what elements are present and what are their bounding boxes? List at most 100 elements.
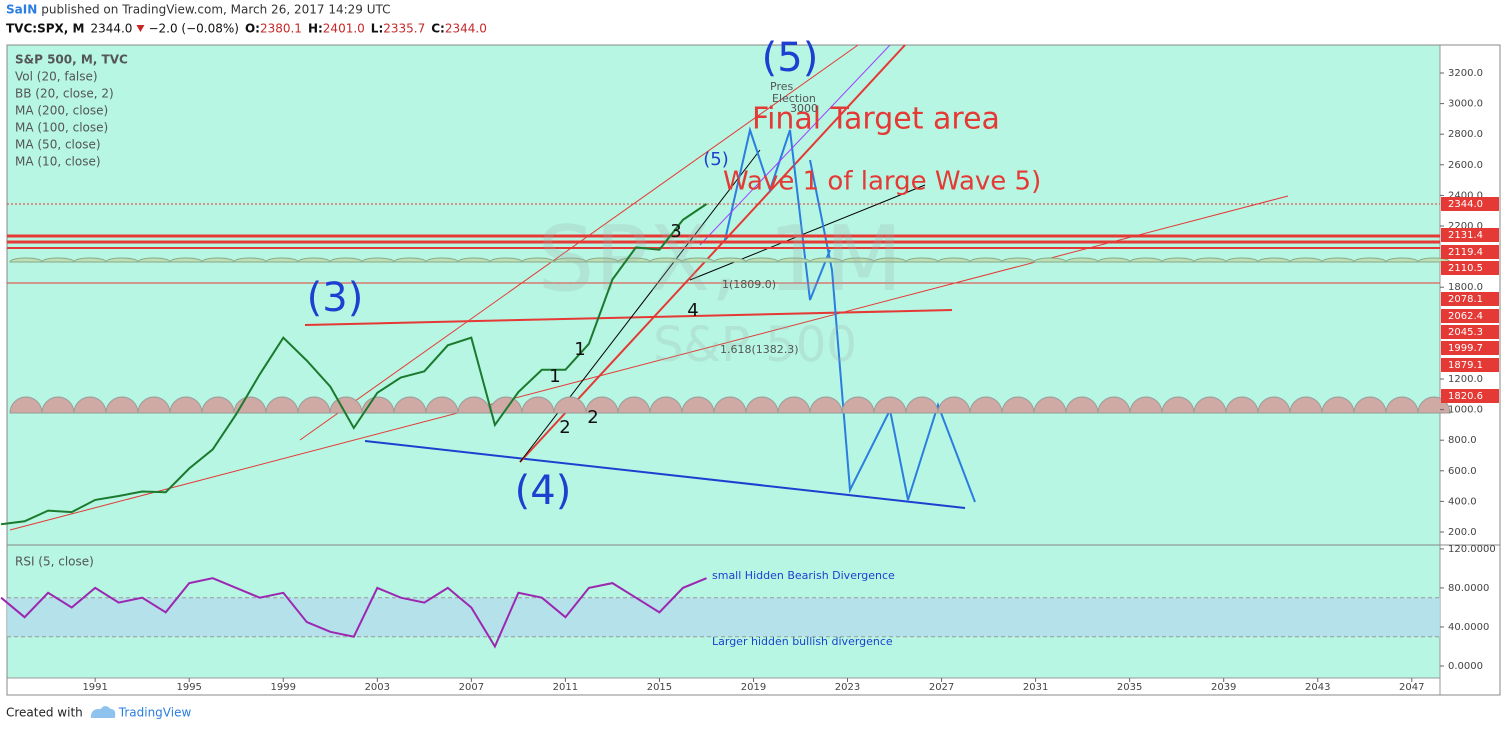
band-decor xyxy=(841,257,875,263)
x-tick-label: 2031 xyxy=(1023,682,1048,693)
band-decor xyxy=(201,257,235,263)
band-decor xyxy=(873,396,907,414)
annotation: 1 xyxy=(574,339,585,360)
annotation: 4 xyxy=(687,300,698,321)
header-text: C: xyxy=(431,22,445,36)
y-tick-label: 2600.0 xyxy=(1448,160,1483,171)
band-decor xyxy=(937,257,971,263)
price-label-box xyxy=(1441,309,1499,323)
band-decor xyxy=(809,257,843,263)
band-decor xyxy=(649,257,683,263)
header-text: −2.0 (−0.08%) xyxy=(148,22,239,36)
band-decor xyxy=(1065,257,1099,263)
indicator-label: MA (10, close) xyxy=(15,155,101,169)
band-decor xyxy=(489,396,523,414)
annotation: 1.618(1382.3) xyxy=(720,343,799,356)
band-decor xyxy=(905,396,939,414)
band-decor xyxy=(425,396,459,414)
price-label-box xyxy=(1441,341,1499,355)
indicator-label: MA (50, close) xyxy=(15,138,101,152)
band-decor xyxy=(1225,257,1259,263)
price-label-box xyxy=(1441,245,1499,259)
y-tick-label: 400.0 xyxy=(1448,496,1477,507)
rsi-band xyxy=(7,597,1440,637)
x-tick-label: 1995 xyxy=(176,682,201,693)
band-decor xyxy=(553,257,587,263)
band-decor xyxy=(1353,257,1387,263)
band-decor xyxy=(137,257,171,263)
price-label-box xyxy=(1441,389,1499,403)
x-tick-label: 2023 xyxy=(835,682,860,693)
band-decor xyxy=(777,257,811,263)
band-decor xyxy=(937,396,971,414)
band-decor xyxy=(393,257,427,263)
annotation: (3) xyxy=(307,275,364,321)
band-decor xyxy=(1001,257,1035,263)
y-tick-label: 2800.0 xyxy=(1448,129,1483,140)
y-tick-label: 80.0000 xyxy=(1448,583,1489,594)
band-decor xyxy=(361,396,395,414)
y-tick-label: 120.0000 xyxy=(1448,544,1496,555)
price-label-box xyxy=(1441,228,1499,242)
band-decor xyxy=(105,257,139,263)
annotation: small Hidden Bearish Divergence xyxy=(712,569,895,582)
trend-line xyxy=(689,184,926,281)
band-decor xyxy=(73,396,107,414)
band-decor xyxy=(361,257,395,263)
projection xyxy=(724,126,831,301)
band-decor xyxy=(1225,396,1259,414)
series-line xyxy=(0,577,707,649)
logo xyxy=(90,706,116,718)
band-decor xyxy=(681,257,715,263)
trend-line xyxy=(364,440,966,509)
annotation: Final Target area xyxy=(752,102,1000,137)
header-text: H: xyxy=(308,22,323,36)
indicator-label: MA (100, close) xyxy=(15,121,108,135)
annotation: 3000 xyxy=(790,102,818,115)
y-tick-label: 200.0 xyxy=(1448,527,1477,538)
band-decor xyxy=(9,396,43,414)
band-decor xyxy=(1129,257,1163,263)
band-decor xyxy=(1193,257,1227,263)
band-decor xyxy=(201,396,235,414)
price-label: 2062.4 xyxy=(1448,311,1483,322)
price-label-box xyxy=(1441,325,1499,339)
y-tick-label: 1000.0 xyxy=(1448,405,1483,416)
price-label: 1999.7 xyxy=(1448,343,1483,354)
last-price-box xyxy=(1441,197,1499,211)
footer-brand: TradingView xyxy=(118,706,192,720)
band-decor xyxy=(489,257,523,263)
annotation: 2 xyxy=(559,417,570,438)
band-decor xyxy=(393,396,427,414)
annotation: (5) xyxy=(762,35,819,81)
band-decor xyxy=(41,257,75,263)
header-text: 2401.0 xyxy=(323,22,365,36)
band-decor xyxy=(1065,396,1099,414)
annotation: Larger hidden bullish divergence xyxy=(712,635,893,648)
drawings xyxy=(7,44,1440,531)
band-decor xyxy=(233,257,267,263)
down-arrow xyxy=(136,25,145,32)
price-label: 1879.1 xyxy=(1448,360,1483,371)
y-tick-label: 600.0 xyxy=(1448,466,1477,477)
annotation: 1 xyxy=(549,366,560,387)
y-tick-label: 800.0 xyxy=(1448,435,1477,446)
header-text: SaIN xyxy=(6,3,37,17)
y-tick-label: 2200.0 xyxy=(1448,221,1483,232)
band-decor xyxy=(105,396,139,414)
layer: SPX, 1MS&P 500 200.0 400.0 600.0 800.0 1000.0… xyxy=(0,3,1499,720)
annotation: Pres xyxy=(770,80,793,93)
band-decor xyxy=(457,257,491,263)
watermark: SPX, 1M xyxy=(537,207,902,312)
band-decor xyxy=(809,396,843,414)
band-decor xyxy=(297,396,331,414)
x-tick-label: 2027 xyxy=(929,682,954,693)
price-label-box xyxy=(1441,292,1499,306)
y-tick-label: 3000.0 xyxy=(1448,99,1483,110)
x-tick-label: 1991 xyxy=(82,682,107,693)
band-decor xyxy=(681,396,715,414)
trend-line xyxy=(519,44,906,463)
header-text: published on TradingView.com, March 26, … xyxy=(41,3,390,17)
series-line xyxy=(0,203,708,526)
band-decor xyxy=(745,257,779,263)
